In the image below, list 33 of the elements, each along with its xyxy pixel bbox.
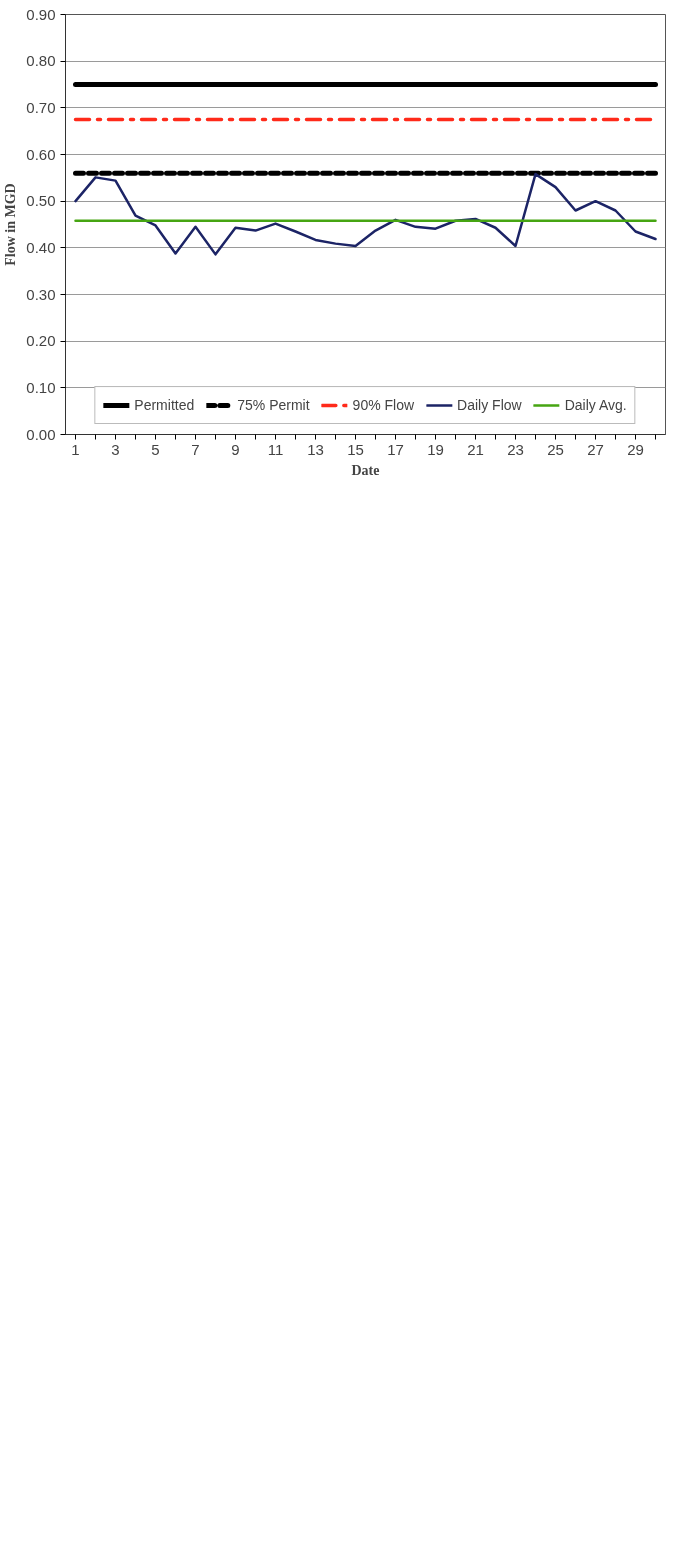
legend-label: Permitted — [134, 397, 195, 413]
x-tick-label: 5 — [151, 440, 160, 458]
x-tick-label: 21 — [467, 440, 484, 458]
y-tick-label: 0.10 — [26, 378, 56, 396]
legend-label: Daily Flow — [457, 397, 522, 413]
y-tick-label: 0.80 — [26, 52, 56, 70]
legend-label: Daily Avg. — [564, 397, 627, 413]
x-tick-label: 29 — [627, 440, 644, 458]
x-tick-label: 25 — [547, 440, 564, 458]
x-tick-label: 19 — [427, 440, 444, 458]
x-tick-label: 13 — [307, 440, 324, 458]
y-tick-label: 0.40 — [26, 238, 56, 256]
x-tick-label: 1 — [71, 440, 80, 458]
y-tick-label: 0.50 — [26, 192, 56, 210]
x-tick-label: 7 — [191, 440, 200, 458]
y-axis-title: Flow in MGD — [3, 183, 19, 266]
legend-label: 90% Flow — [352, 397, 415, 413]
x-tick-label: 11 — [267, 440, 284, 458]
y-tick-label: 0.30 — [26, 285, 56, 303]
x-tick-label: 17 — [387, 440, 404, 458]
line-series — [74, 172, 657, 256]
y-tick-label: 0.20 — [26, 332, 56, 350]
y-tick-label: 0.90 — [26, 5, 56, 23]
y-tick-label: 0.00 — [26, 425, 56, 443]
x-tick-label: 9 — [231, 440, 240, 458]
x-tick-label: 3 — [111, 440, 120, 458]
x-tick-label: 23 — [507, 440, 524, 458]
x-axis-title: Date — [351, 462, 380, 478]
y-tick-label: 0.60 — [26, 145, 56, 163]
legend-label: 75% Permit — [237, 397, 310, 413]
x-tick-label: 15 — [347, 440, 364, 458]
x-tick-label: 27 — [587, 440, 604, 458]
y-tick-label: 0.70 — [26, 98, 56, 116]
